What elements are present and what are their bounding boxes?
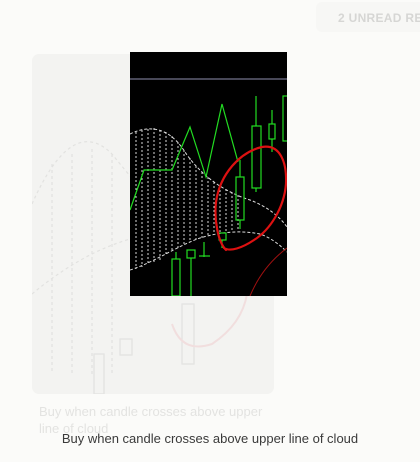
unread-messages-label: 2 UNREAD RE [338, 11, 420, 25]
candle [171, 258, 181, 296]
candle [186, 249, 196, 259]
post-chart-image[interactable] [130, 52, 287, 296]
candle [268, 123, 276, 140]
cloud-fill [135, 128, 239, 269]
background-chart-ghost [32, 141, 274, 394]
candle [251, 125, 262, 189]
candle [282, 95, 287, 142]
unread-messages-badge[interactable]: 2 UNREAD RE [316, 2, 420, 32]
post-caption: Buy when candle crosses above upper line… [61, 431, 359, 446]
annotation-tail [249, 247, 287, 296]
cloud-lower-line [130, 231, 287, 271]
background-post-caption: Buy when candle crosses above upper line… [39, 404, 263, 436]
annotation-circle [214, 145, 287, 252]
candles [171, 95, 287, 296]
indicator-line [130, 103, 239, 211]
candle [235, 176, 245, 221]
cloud-upper-line [130, 128, 287, 228]
